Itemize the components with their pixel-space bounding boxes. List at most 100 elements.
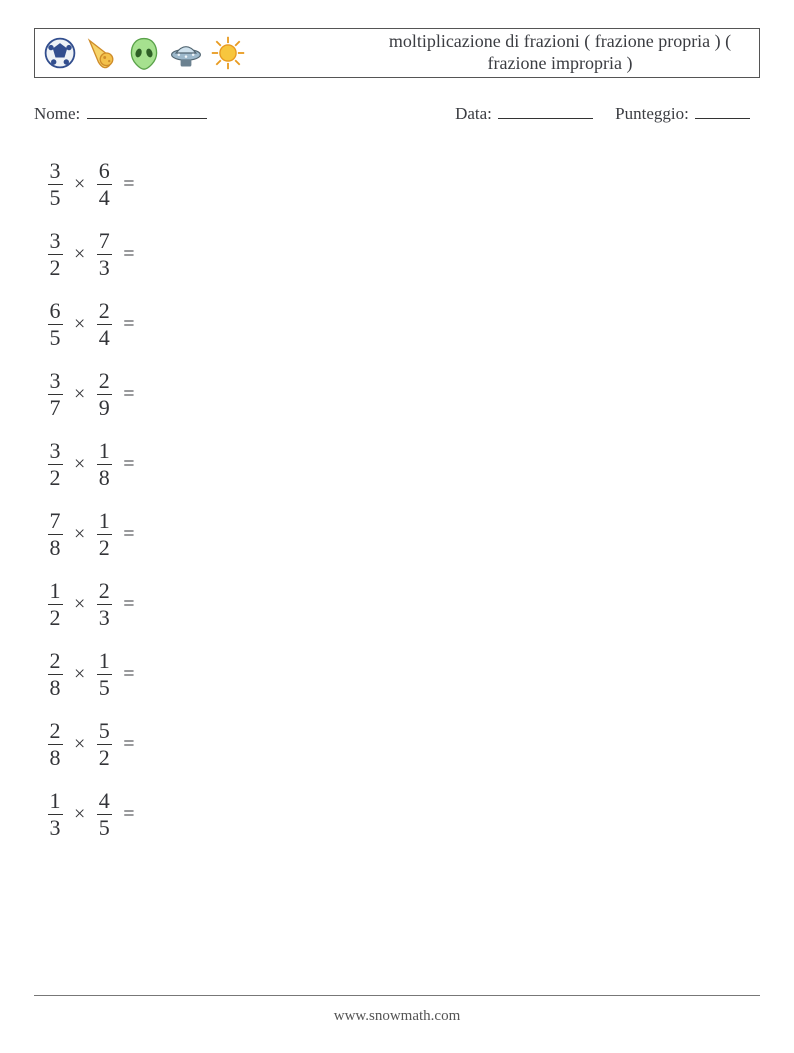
name-blank[interactable] xyxy=(87,100,207,119)
equals-symbol: = xyxy=(113,593,134,616)
fraction-a: 37 xyxy=(46,370,64,419)
times-symbol: × xyxy=(64,663,95,686)
numerator: 5 xyxy=(97,720,112,744)
numerator: 3 xyxy=(48,370,63,394)
numerator: 1 xyxy=(97,650,112,674)
equals-symbol: = xyxy=(113,803,134,826)
numerator: 7 xyxy=(97,230,112,254)
page-footer: www.snowmath.com xyxy=(0,995,794,1025)
worksheet-title: moltiplicazione di frazioni ( frazione p… xyxy=(375,31,745,74)
numerator: 3 xyxy=(48,440,63,464)
equals-symbol: = xyxy=(113,663,134,686)
equals-symbol: = xyxy=(113,383,134,406)
denominator: 8 xyxy=(48,674,63,699)
fraction-b: 64 xyxy=(95,160,113,209)
equals-symbol: = xyxy=(113,243,134,266)
problem-row: 32×73= xyxy=(46,220,760,290)
numerator: 2 xyxy=(97,300,112,324)
fraction-a: 32 xyxy=(46,230,64,279)
denominator: 5 xyxy=(97,674,112,699)
problem-row: 35×64= xyxy=(46,150,760,220)
alien-icon xyxy=(125,34,163,72)
fraction-b: 12 xyxy=(95,510,113,559)
times-symbol: × xyxy=(64,383,95,406)
denominator: 4 xyxy=(97,184,112,209)
problem-row: 12×23= xyxy=(46,570,760,640)
name-label: Nome: xyxy=(34,104,80,123)
numerator: 6 xyxy=(48,300,63,324)
fraction-a: 28 xyxy=(46,720,64,769)
denominator: 9 xyxy=(97,394,112,419)
numerator: 2 xyxy=(48,720,63,744)
fraction-b: 29 xyxy=(95,370,113,419)
numerator: 1 xyxy=(97,510,112,534)
numerator: 4 xyxy=(97,790,112,814)
worksheet-title-wrap: moltiplicazione di frazioni ( frazione p… xyxy=(253,29,759,77)
times-symbol: × xyxy=(64,593,95,616)
problem-row: 78×12= xyxy=(46,500,760,570)
denominator: 5 xyxy=(48,324,63,349)
sun-icon xyxy=(209,34,247,72)
worksheet-header: moltiplicazione di frazioni ( frazione p… xyxy=(34,28,760,78)
info-row: Nome: Data: Punteggio: xyxy=(34,100,760,124)
problem-row: 32×18= xyxy=(46,430,760,500)
equals-symbol: = xyxy=(113,453,134,476)
numerator: 1 xyxy=(48,790,63,814)
denominator: 2 xyxy=(97,534,112,559)
numerator: 2 xyxy=(97,370,112,394)
denominator: 8 xyxy=(48,744,63,769)
equals-symbol: = xyxy=(113,733,134,756)
equals-symbol: = xyxy=(113,523,134,546)
numerator: 2 xyxy=(48,650,63,674)
equals-symbol: = xyxy=(113,313,134,336)
denominator: 3 xyxy=(97,604,112,629)
problem-list: 35×64=32×73=65×24=37×29=32×18=78×12=12×2… xyxy=(34,150,760,850)
fraction-a: 13 xyxy=(46,790,64,839)
problem-row: 28×52= xyxy=(46,710,760,780)
fraction-b: 45 xyxy=(95,790,113,839)
denominator: 5 xyxy=(97,814,112,839)
ufo-icon xyxy=(167,34,205,72)
numerator: 3 xyxy=(48,160,63,184)
denominator: 2 xyxy=(48,464,63,489)
fraction-a: 32 xyxy=(46,440,64,489)
times-symbol: × xyxy=(64,173,95,196)
numerator: 3 xyxy=(48,230,63,254)
comet-icon xyxy=(83,34,121,72)
score-blank[interactable] xyxy=(695,100,750,119)
times-symbol: × xyxy=(64,523,95,546)
denominator: 2 xyxy=(48,604,63,629)
denominator: 5 xyxy=(48,184,63,209)
fraction-b: 18 xyxy=(95,440,113,489)
problem-row: 37×29= xyxy=(46,360,760,430)
problem-row: 28×15= xyxy=(46,640,760,710)
fraction-a: 65 xyxy=(46,300,64,349)
soccer-ball-icon xyxy=(41,34,79,72)
fraction-a: 12 xyxy=(46,580,64,629)
equals-symbol: = xyxy=(113,173,134,196)
score-label: Punteggio: xyxy=(615,104,689,123)
denominator: 8 xyxy=(97,464,112,489)
fraction-b: 24 xyxy=(95,300,113,349)
fraction-a: 28 xyxy=(46,650,64,699)
denominator: 8 xyxy=(48,534,63,559)
fraction-a: 35 xyxy=(46,160,64,209)
footer-divider xyxy=(34,995,760,996)
numerator: 7 xyxy=(48,510,63,534)
date-blank[interactable] xyxy=(498,100,593,119)
times-symbol: × xyxy=(64,453,95,476)
denominator: 4 xyxy=(97,324,112,349)
fraction-b: 23 xyxy=(95,580,113,629)
numerator: 2 xyxy=(97,580,112,604)
numerator: 1 xyxy=(97,440,112,464)
header-icon-row xyxy=(35,29,253,77)
denominator: 3 xyxy=(97,254,112,279)
denominator: 2 xyxy=(48,254,63,279)
times-symbol: × xyxy=(64,803,95,826)
denominator: 3 xyxy=(48,814,63,839)
times-symbol: × xyxy=(64,733,95,756)
footer-text: www.snowmath.com xyxy=(334,1008,461,1024)
denominator: 7 xyxy=(48,394,63,419)
fraction-b: 52 xyxy=(95,720,113,769)
numerator: 6 xyxy=(97,160,112,184)
